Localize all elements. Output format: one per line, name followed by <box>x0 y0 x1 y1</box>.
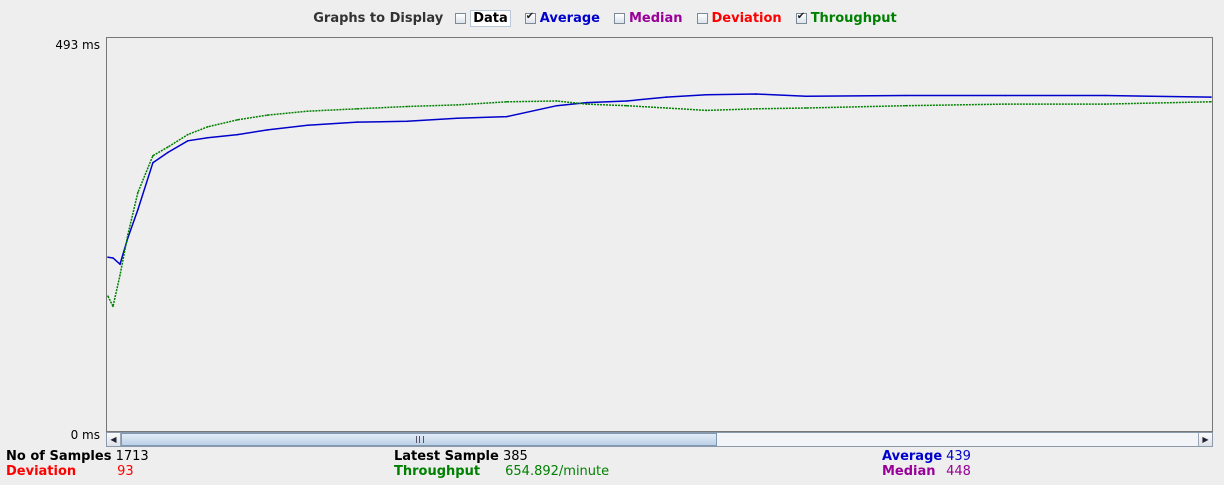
series-line-average <box>107 93 1212 266</box>
data-point-average <box>356 121 359 123</box>
checkbox-data-box[interactable] <box>455 12 467 24</box>
checkbox-average-label: Average <box>539 10 600 26</box>
stat-samples-value: 1713 <box>115 449 149 464</box>
stat-median-label: Median <box>882 464 936 479</box>
data-point-throughput <box>127 233 129 236</box>
data-point-average <box>187 140 189 142</box>
data-point-average <box>755 93 757 95</box>
data-point-throughput <box>206 126 209 128</box>
data-point-throughput <box>112 305 114 308</box>
data-point-throughput <box>187 133 189 136</box>
stat-deviation: Deviation 93 <box>6 464 134 479</box>
data-point-throughput <box>137 191 139 194</box>
data-point-throughput <box>456 104 458 106</box>
data-point-average <box>119 263 121 265</box>
data-point-average <box>585 101 588 104</box>
checkbox-throughput[interactable]: Throughput <box>795 10 897 26</box>
graph-svg <box>107 93 1212 309</box>
stat-average-value: 439 <box>946 449 971 464</box>
checkbox-deviation-box[interactable] <box>696 12 708 24</box>
data-point-throughput <box>406 105 409 108</box>
scrollbar-thumb[interactable] <box>121 433 717 446</box>
data-point-throughput <box>905 104 907 107</box>
data-point-throughput <box>167 146 169 148</box>
checkbox-throughput-box[interactable] <box>795 11 807 24</box>
checkbox-data-label: Data <box>470 9 511 27</box>
data-point-average <box>236 133 239 136</box>
y-axis-min-label: 0 ms <box>70 428 100 442</box>
data-point-throughput <box>306 110 309 112</box>
data-point-average <box>167 151 169 154</box>
data-point-average <box>556 104 558 107</box>
graphs-to-display-title: Graphs to Display <box>313 10 444 26</box>
data-point-throughput <box>556 100 558 102</box>
stat-average-label: Average <box>882 449 943 464</box>
stat-latest-sample-value: 385 <box>502 449 528 464</box>
data-point-average <box>1210 96 1212 98</box>
data-point-throughput <box>665 107 668 109</box>
stat-median-value: 448 <box>946 464 971 479</box>
checkbox-median-box[interactable] <box>613 12 625 24</box>
checkbox-deviation-label: Deviation <box>711 10 782 26</box>
data-point-average <box>665 96 668 98</box>
data-point-average <box>107 256 109 258</box>
scroll-right-arrow-icon[interactable]: ▶ <box>1198 433 1212 446</box>
data-point-throughput <box>506 101 508 103</box>
data-point-average <box>306 124 309 126</box>
data-point-average <box>456 117 458 119</box>
data-point-average <box>805 95 807 98</box>
data-point-throughput <box>625 104 628 107</box>
data-point-average <box>406 120 409 123</box>
data-point-average <box>266 129 269 131</box>
data-point-throughput <box>236 119 239 121</box>
data-point-average <box>152 161 154 164</box>
stat-deviation-value: 93 <box>117 464 134 479</box>
data-point-throughput <box>152 154 154 157</box>
graphs-to-display-bar: Graphs to Display Data Average Median De… <box>0 8 1224 28</box>
data-point-throughput <box>119 274 121 276</box>
data-point-throughput <box>1210 101 1212 103</box>
data-point-throughput <box>107 295 109 298</box>
data-point-throughput <box>755 108 757 110</box>
checkbox-deviation[interactable]: Deviation <box>696 10 782 26</box>
graph-plot-area <box>106 37 1213 432</box>
data-point-average <box>705 94 708 96</box>
stat-latest-sample-label: Latest Sample <box>394 449 499 464</box>
data-point-average <box>137 208 139 211</box>
scrollbar-grip-icon <box>416 436 424 443</box>
horizontal-scrollbar[interactable]: ◀ ▶ <box>106 432 1213 447</box>
data-point-average <box>112 257 114 259</box>
checkbox-average-box[interactable] <box>524 11 536 24</box>
stat-throughput-label: Throughput <box>394 464 481 479</box>
stat-latest-sample: Latest Sample 385 <box>394 449 528 464</box>
stat-throughput-value: 654.892/minute <box>505 464 610 479</box>
stat-samples: No of Samples 1713 <box>6 449 149 464</box>
checkbox-median-label: Median <box>628 10 683 26</box>
stat-median: Median 448 <box>882 464 971 479</box>
data-point-throughput <box>356 108 359 110</box>
data-point-throughput <box>805 107 807 109</box>
data-point-average <box>1104 94 1107 97</box>
stat-samples-label: No of Samples <box>6 449 112 464</box>
checkbox-average[interactable]: Average <box>524 10 600 26</box>
data-point-throughput <box>266 114 269 116</box>
data-point-average <box>625 100 628 102</box>
stat-deviation-label: Deviation <box>6 464 77 479</box>
data-point-average <box>1004 94 1007 97</box>
data-point-throughput <box>585 103 588 105</box>
stat-average: Average 439 <box>882 449 971 464</box>
scroll-left-arrow-icon[interactable]: ◀ <box>107 433 121 446</box>
checkbox-data[interactable]: Data <box>455 9 511 27</box>
series-line-throughput <box>107 100 1212 309</box>
data-point-throughput <box>1104 103 1107 105</box>
stat-throughput: Throughput 654.892/minute <box>394 464 609 479</box>
data-point-throughput <box>1004 103 1007 105</box>
checkbox-median[interactable]: Median <box>613 10 683 26</box>
checkbox-throughput-label: Throughput <box>810 10 897 26</box>
y-axis-max-label: 493 ms <box>55 38 100 52</box>
data-point-average <box>506 115 508 118</box>
data-point-average <box>905 94 907 97</box>
data-point-throughput <box>705 109 708 112</box>
data-point-average <box>206 136 209 139</box>
